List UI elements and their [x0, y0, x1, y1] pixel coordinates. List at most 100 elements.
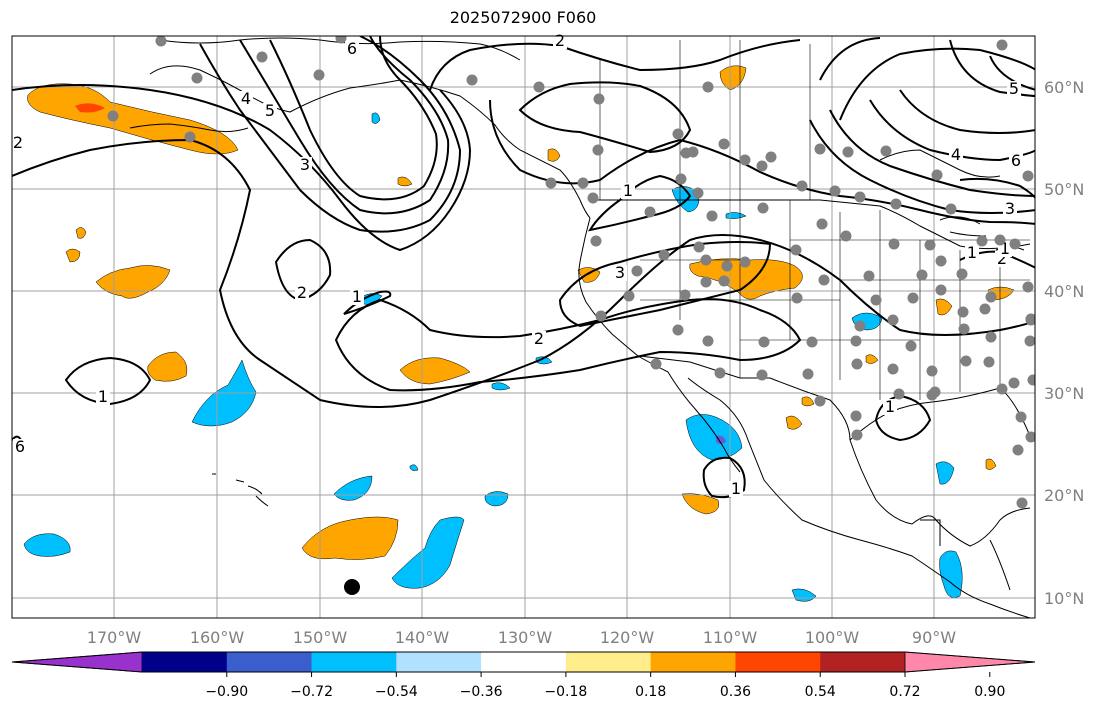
station-marker — [644, 206, 656, 218]
contour-label-bg — [883, 399, 897, 415]
contour-label-bg — [298, 157, 312, 173]
station-marker — [675, 173, 687, 185]
contour-line — [899, 89, 1035, 134]
colorbar-segment — [311, 652, 397, 672]
station-marker — [863, 270, 875, 282]
station-marker — [721, 260, 733, 272]
station-marker — [931, 169, 943, 181]
orange-patch — [147, 351, 188, 382]
lon-tick-label: 100°W — [805, 628, 860, 647]
contour-label: 2 — [534, 329, 544, 348]
contour-label-bg — [965, 245, 979, 261]
station-marker — [796, 180, 808, 192]
contour-label-bg — [613, 265, 627, 281]
station-marker — [924, 239, 936, 251]
station-marker — [756, 160, 768, 172]
station-marker — [623, 290, 635, 302]
station-marker — [739, 256, 751, 268]
longitude-labels: 170°W 160°W 150°W 140°W 130°W 120°W 110°W 100°W… — [87, 628, 956, 647]
station-marker — [996, 383, 1008, 395]
contour-label-bg — [729, 481, 743, 497]
lon-tick-label: 130°W — [498, 628, 553, 647]
station-marker — [756, 369, 768, 381]
station-marker — [851, 358, 863, 370]
cyan-patch — [333, 475, 373, 501]
cyan-patch — [939, 550, 963, 598]
contour-label: 1 — [885, 397, 895, 416]
station-marker — [658, 249, 670, 261]
colorbar-tick-label: 0.18 — [635, 684, 666, 700]
colorbar-segment — [820, 652, 906, 672]
station-marker — [1024, 335, 1035, 347]
orange-patch — [985, 458, 997, 470]
colorbar-segment — [396, 652, 482, 672]
colorbar-tick-label: −0.54 — [375, 684, 418, 700]
hawaii-islands — [212, 473, 269, 507]
station-marker — [595, 310, 607, 322]
orange-patch — [301, 516, 399, 560]
map-frame — [11, 35, 1036, 619]
station-marker — [854, 191, 866, 203]
colorbar-segment — [142, 652, 228, 672]
orange-patch — [785, 415, 803, 430]
contour-label: 6 — [1011, 151, 1021, 170]
colorbar-tick-label: −0.36 — [460, 684, 503, 700]
orange-patch — [865, 354, 879, 364]
contour-label: 1 — [623, 181, 633, 200]
colorbar-tick-label: −0.18 — [544, 684, 587, 700]
station-marker — [983, 356, 995, 368]
colorbar-tick-label: 0.54 — [805, 684, 836, 700]
station-marker — [818, 274, 830, 286]
orange-patch — [935, 298, 953, 316]
contour-label-bg — [295, 285, 309, 301]
station-marker — [976, 235, 988, 247]
lat-tick-label: 10°N — [1044, 589, 1084, 608]
contour-line — [809, 119, 1035, 214]
station-marker — [650, 358, 662, 370]
station-marker — [870, 294, 882, 306]
contour-line — [949, 39, 1035, 97]
station-marker — [996, 39, 1008, 51]
orange-patch — [801, 396, 815, 407]
lon-tick-label: 90°W — [912, 628, 956, 647]
station-marker — [714, 367, 726, 379]
coastline-baja — [667, 371, 741, 473]
graticule — [12, 36, 1035, 618]
contour-line — [587, 174, 692, 232]
colorbar-extend-low — [11, 651, 143, 673]
lon-tick-label: 110°W — [703, 628, 758, 647]
station-marker — [887, 314, 899, 326]
station-marker — [985, 291, 997, 303]
contour-line — [829, 109, 1035, 197]
station-marker — [840, 230, 852, 242]
contour-label-bg — [96, 389, 110, 405]
station-marker — [956, 268, 968, 280]
station-marker — [155, 36, 167, 47]
station-marker — [958, 323, 970, 335]
contour-line — [239, 36, 450, 215]
contour-label: 3 — [1005, 199, 1015, 218]
station-marker — [802, 368, 814, 380]
station-marker — [1009, 238, 1021, 250]
contour-line — [12, 84, 472, 252]
cyan-patch — [359, 293, 383, 305]
colorbar-segment — [565, 652, 652, 672]
station-marker — [702, 81, 714, 93]
colorbar-segment — [226, 652, 313, 672]
contour-label: 3 — [615, 263, 625, 282]
map-title: 2025072900 F060 — [449, 8, 597, 27]
station-marker — [979, 303, 991, 315]
station-marker — [842, 146, 854, 158]
station-marker — [791, 292, 803, 304]
contour-label: 1 — [1000, 239, 1010, 258]
contour-label-bg — [13, 439, 27, 455]
contour-line — [429, 39, 801, 91]
orange-patch — [547, 148, 561, 162]
station-marker — [806, 336, 818, 348]
station-marker — [702, 335, 714, 347]
station-marker — [893, 388, 905, 400]
colorbar-extend-high — [904, 651, 1036, 673]
contour-label-bg — [345, 41, 359, 57]
